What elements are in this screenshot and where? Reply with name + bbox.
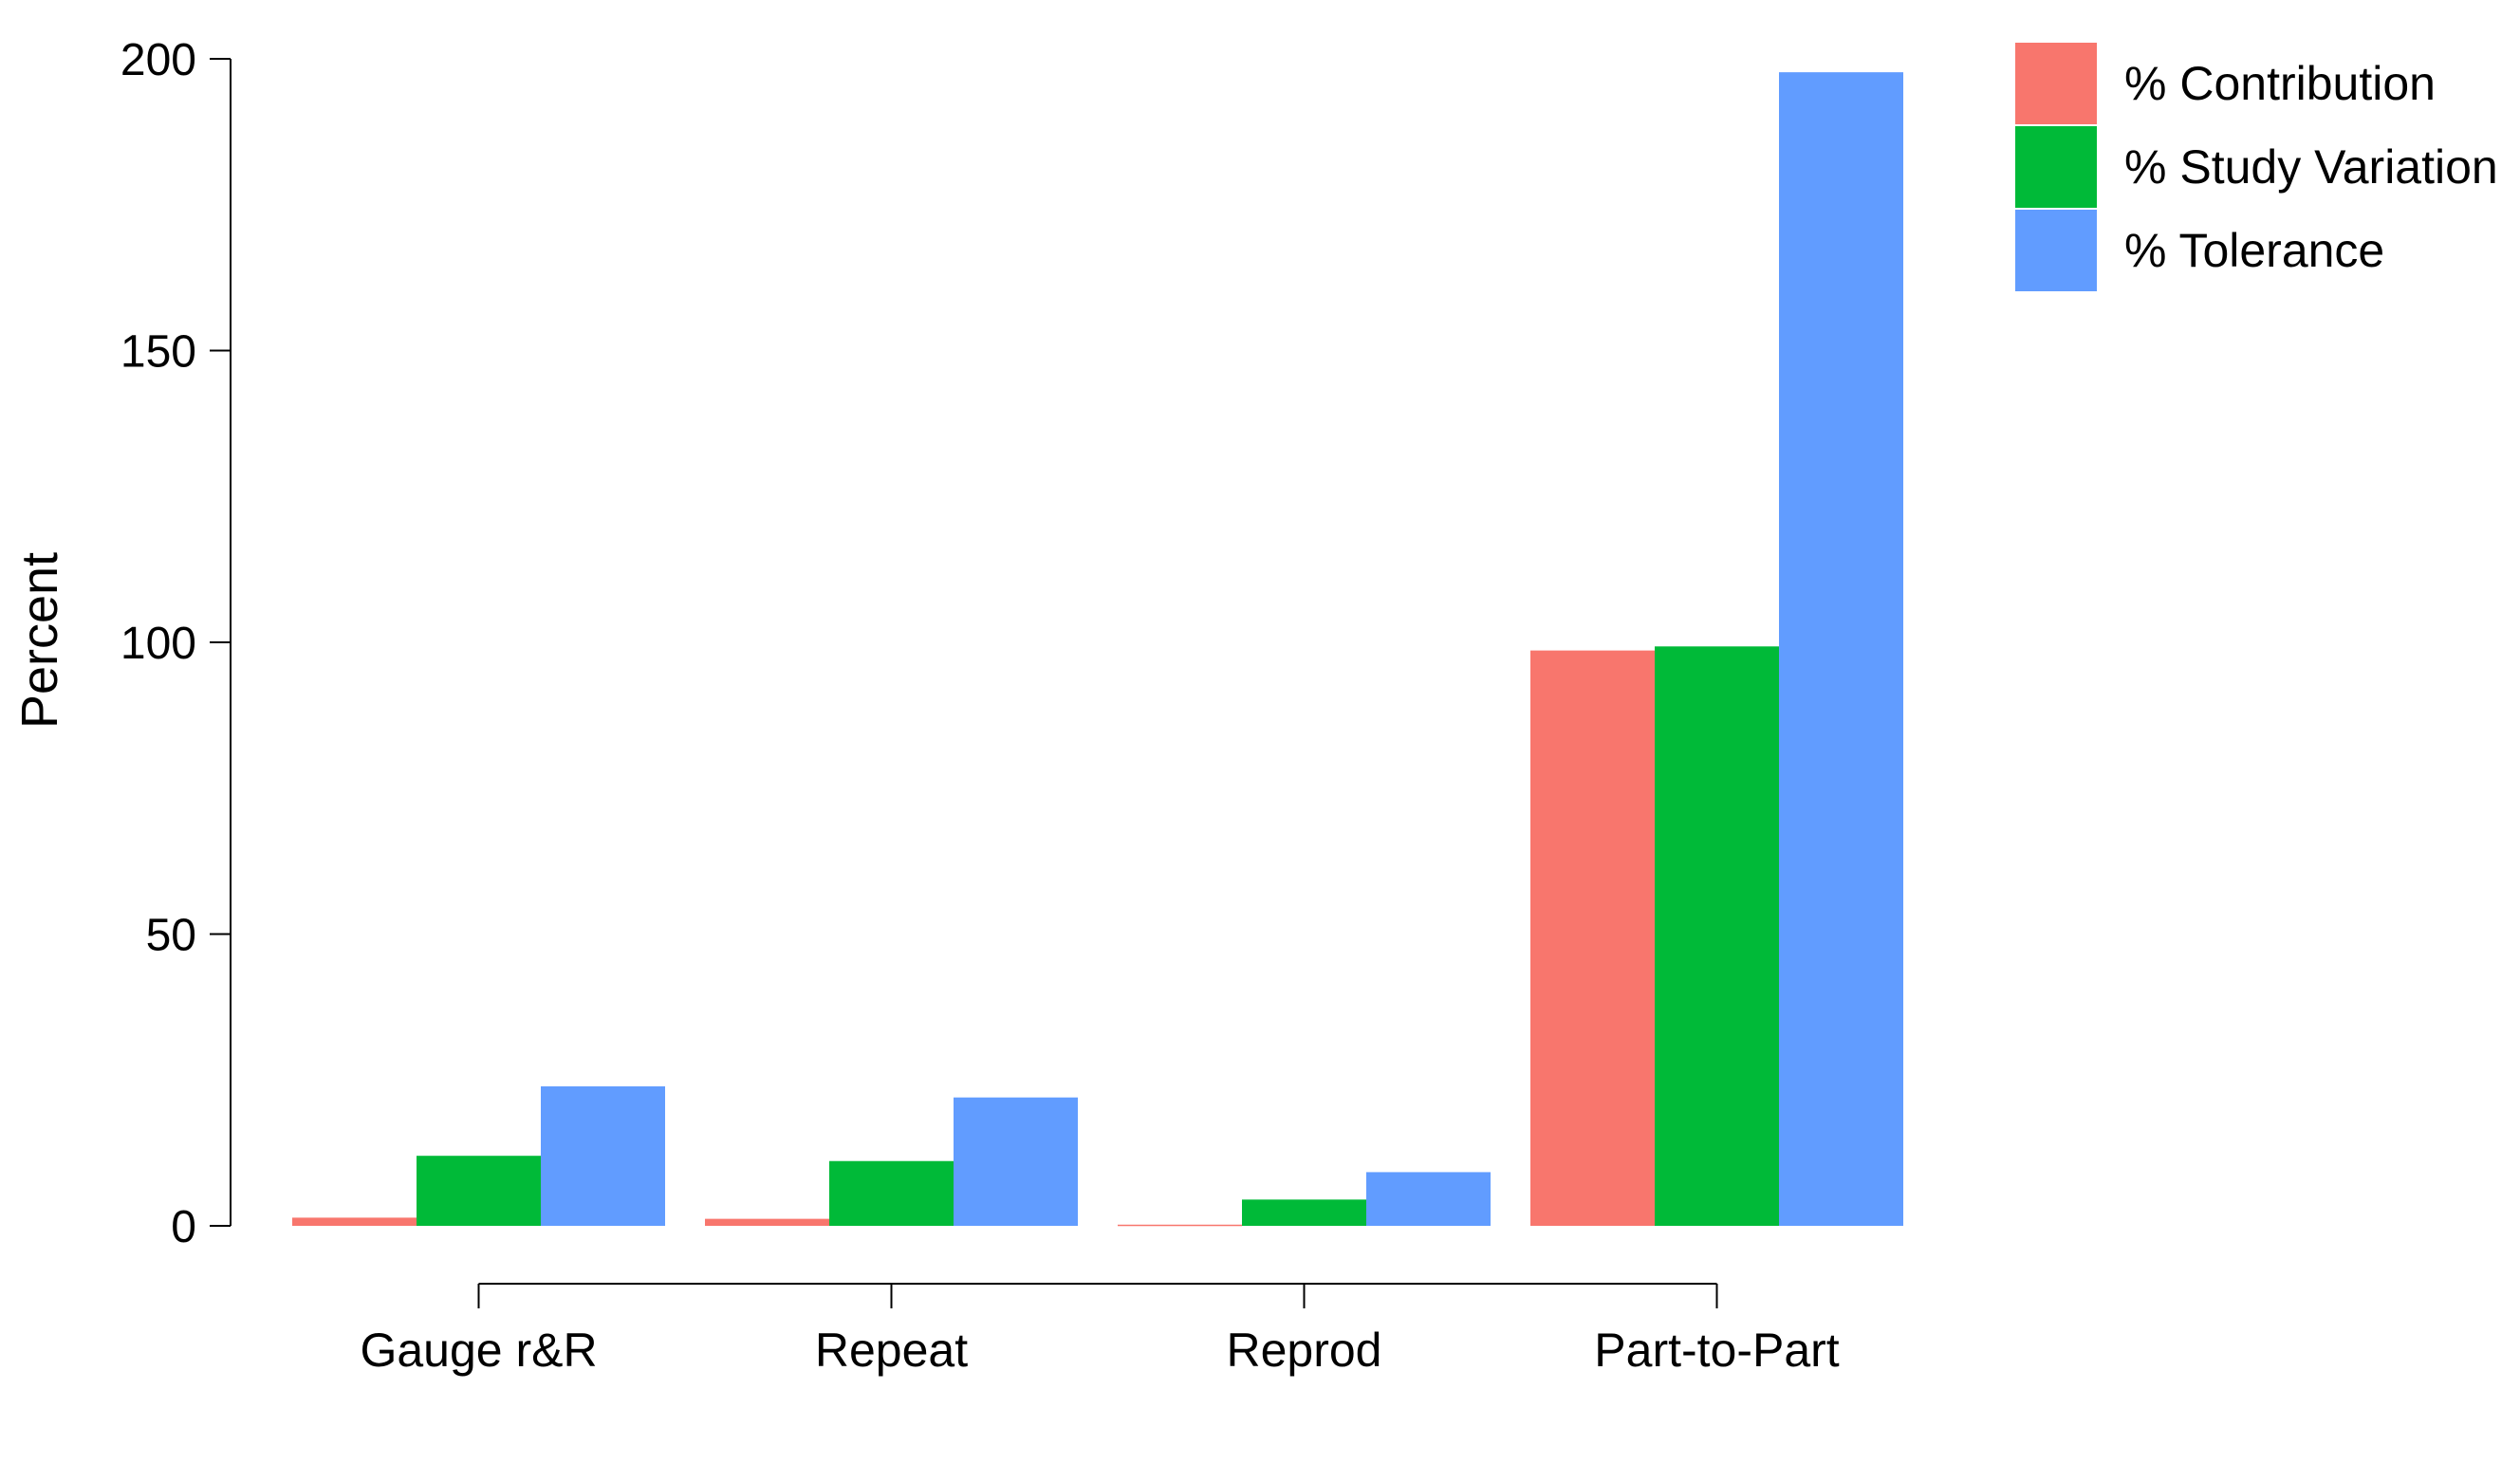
legend-label: % Contribution [2124,57,2436,110]
y-axis-title: Percent [11,552,68,729]
y-axis: 0 50 100 150 200 [120,35,232,1252]
bar [1655,646,1779,1226]
y-tick-label: 50 [146,911,196,961]
legend-swatch [2015,210,2097,291]
bar [417,1156,541,1226]
bar [1118,1224,1242,1227]
bar [829,1160,954,1226]
x-tick-label: Repeat [815,1324,968,1377]
legend-label: % Study Variation [2124,140,2498,194]
legend-label: % Tolerance [2124,224,2384,277]
bar [1366,1172,1491,1226]
bar [954,1097,1078,1226]
bar [1530,650,1655,1226]
bar [1242,1199,1366,1226]
y-tick-label: 150 [120,327,196,378]
x-tick-label: Gauge r&R [360,1324,597,1377]
bar [292,1217,417,1226]
bar [705,1218,829,1226]
bars [292,72,1903,1227]
bar [1779,72,1903,1226]
y-tick-label: 200 [120,35,196,85]
bar [541,1086,665,1226]
x-tick-label: Part-to-Part [1594,1324,1840,1377]
legend: % Contribution % Study Variation % Toleran… [2015,43,2498,291]
y-tick-label: 100 [120,619,196,669]
x-tick-label: Reprod [1227,1324,1382,1377]
legend-swatch [2015,43,2097,124]
y-tick-label: 0 [171,1202,196,1252]
legend-swatch [2015,126,2097,208]
x-axis: Gauge r&R Repeat Reprod Part-to-Part [360,1283,1840,1377]
